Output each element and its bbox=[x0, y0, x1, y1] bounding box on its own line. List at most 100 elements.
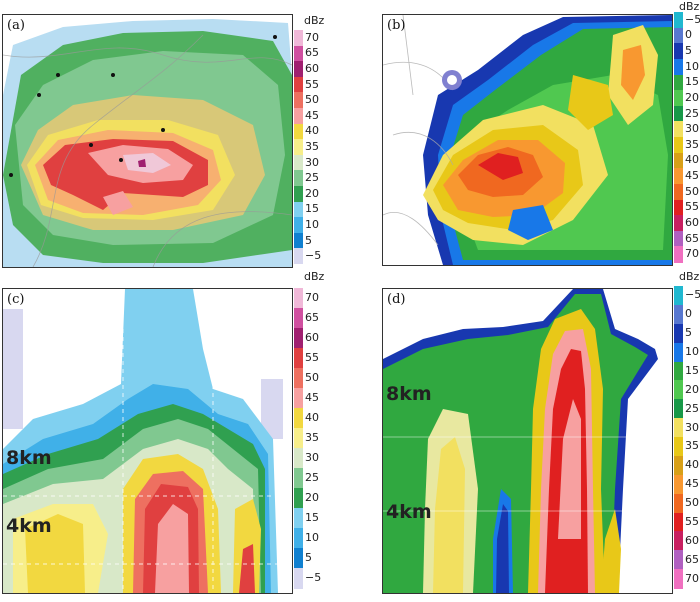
colorbar-a-tick-label: 5 bbox=[305, 233, 312, 247]
colorbar-a-tick-label: 15 bbox=[305, 202, 319, 216]
colorbar-c-tick-label: 45 bbox=[305, 391, 319, 404]
colorbar-b-swatch bbox=[674, 12, 683, 29]
colorbar-a-tick-label: 35 bbox=[305, 140, 319, 153]
colorbar-d-tick-label: 15 bbox=[685, 363, 699, 377]
panel-c-height-4km: 4km bbox=[6, 515, 52, 537]
colorbar-c-tick-label: 5 bbox=[305, 551, 312, 564]
colorbar-b-swatch bbox=[674, 43, 683, 60]
colorbar-d-unit: dBz bbox=[679, 270, 700, 283]
colorbar-a-tick-label: 65 bbox=[305, 46, 319, 60]
colorbar-d-swatch bbox=[674, 512, 683, 532]
colorbar-c-tick-label: 40 bbox=[305, 411, 319, 424]
colorbar-b-tick-label: 20 bbox=[685, 90, 699, 104]
panel-c-vertical-section: (c) 8km 4km bbox=[2, 288, 293, 594]
colorbar-d-tick-label: 30 bbox=[685, 420, 699, 434]
colorbar-c-tick-label: 60 bbox=[305, 331, 319, 344]
colorbar-d-swatch bbox=[674, 493, 683, 513]
colorbar-c-swatch bbox=[294, 508, 303, 529]
colorbar-a-tick-label: 50 bbox=[305, 93, 319, 107]
colorbar-a-unit: dBz bbox=[304, 14, 325, 27]
colorbar-c-tick-label: 25 bbox=[305, 471, 319, 484]
colorbar-d-tick-label: 20 bbox=[685, 382, 699, 396]
colorbar-d-swatch bbox=[674, 399, 683, 419]
colorbar-c-swatch bbox=[294, 388, 303, 409]
colorbar-d-tick-label: 60 bbox=[685, 533, 699, 547]
colorbar-c-swatch bbox=[294, 368, 303, 389]
colorbar-c-tick-label: 55 bbox=[305, 351, 319, 364]
colorbar-d-swatch bbox=[674, 286, 683, 306]
colorbar-d-tick-label: 0 bbox=[685, 307, 692, 321]
colorbar-b-swatch bbox=[674, 137, 683, 154]
colorbar-a-tick-label: 60 bbox=[305, 62, 319, 75]
colorbar-a-tick-label: 25 bbox=[305, 171, 319, 185]
colorbar-b-tick-label: 0 bbox=[685, 28, 692, 42]
colorbar-a-tick-label: 70 bbox=[305, 30, 319, 44]
panel-b-radar-image bbox=[383, 15, 672, 265]
colorbar-a-tick-label: −5 bbox=[305, 249, 322, 263]
colorbar-a-tick-label: 20 bbox=[305, 186, 319, 200]
panel-b-reflectivity-map: (b) bbox=[382, 14, 673, 266]
colorbar-b-swatch bbox=[674, 183, 683, 200]
colorbar-a-swatch bbox=[294, 92, 303, 109]
colorbar-a-swatch bbox=[294, 76, 303, 93]
colorbar-b-swatch bbox=[674, 230, 683, 247]
colorbar-b-tick-label: 45 bbox=[685, 169, 699, 183]
colorbar-d-tick-label: 10 bbox=[685, 345, 699, 359]
panel-d-height-8km: 8km bbox=[386, 383, 432, 405]
panel-d-vertical-section: (d) 8km 4km bbox=[382, 288, 673, 594]
colorbar-d-tick-label: 55 bbox=[685, 514, 699, 528]
colorbar-b-tick-label: 70 bbox=[685, 247, 699, 261]
panel-b-label: (b) bbox=[387, 18, 406, 33]
panel-a-radar-image bbox=[3, 15, 292, 267]
colorbar-b-tick-label: 30 bbox=[685, 122, 699, 136]
colorbar-c-swatch bbox=[294, 408, 303, 429]
colorbar-b-swatch bbox=[674, 152, 683, 169]
colorbar-b-tick-label: 65 bbox=[685, 231, 699, 245]
colorbar-c-tick-label: 70 bbox=[305, 291, 319, 304]
colorbar-b-tick-label: 10 bbox=[685, 59, 699, 73]
colorbar-a-swatch bbox=[294, 232, 303, 249]
colorbar-d-swatch bbox=[674, 380, 683, 400]
colorbar-d-swatch bbox=[674, 342, 683, 362]
colorbar-d-tick-label: 25 bbox=[685, 401, 699, 415]
colorbar-b-swatch bbox=[674, 27, 683, 44]
panel-d-label: (d) bbox=[387, 292, 406, 307]
colorbar-a: dBz 70 65 60 55 50 45 40 35 30 25 20 15 10 5 −5 bbox=[294, 14, 325, 266]
colorbar-d-swatch bbox=[674, 569, 683, 589]
colorbar-b-tick-label: 50 bbox=[685, 184, 699, 198]
colorbar-c-tick-label: 65 bbox=[305, 311, 319, 324]
colorbar-b-tick-label: 15 bbox=[685, 75, 699, 89]
colorbar-c-swatch bbox=[294, 468, 303, 489]
colorbar-b: dBz −5 0 5 10 15 20 25 30 35 40 45 50 55 60 65 70 bbox=[674, 0, 700, 270]
colorbar-c-unit: dBz bbox=[304, 270, 325, 283]
colorbar-c-tick-label: 50 bbox=[305, 371, 319, 384]
colorbar-c-swatch bbox=[294, 568, 303, 589]
colorbar-d-tick-label: −5 bbox=[685, 288, 700, 302]
colorbar-a-swatch bbox=[294, 45, 303, 62]
colorbar-b-unit: dBz bbox=[679, 0, 700, 13]
colorbar-c-swatch bbox=[294, 548, 303, 569]
colorbar-c-tick-label: 20 bbox=[305, 491, 319, 504]
colorbar-a-swatch bbox=[294, 108, 303, 125]
colorbar-a-tick-label: 40 bbox=[305, 124, 319, 138]
colorbar-a-tick-label: 10 bbox=[305, 218, 319, 231]
colorbar-a-swatch bbox=[294, 139, 303, 156]
colorbar-c-tick-label: 10 bbox=[305, 531, 319, 544]
panel-a-reflectivity-map: (a) bbox=[2, 14, 293, 268]
colorbar-b-swatch bbox=[674, 246, 683, 263]
panel-c-height-8km: 8km bbox=[6, 447, 52, 469]
colorbar-b-swatch bbox=[674, 168, 683, 185]
colorbar-b-swatch bbox=[674, 215, 683, 232]
colorbar-d-tick-label: 65 bbox=[685, 552, 699, 566]
colorbar-d-swatch bbox=[674, 323, 683, 344]
colorbar-c-swatch bbox=[294, 288, 303, 309]
panel-d-height-4km: 4km bbox=[386, 501, 432, 523]
panel-c-radar-image bbox=[3, 289, 292, 593]
colorbar-c-tick-label: 35 bbox=[305, 431, 319, 444]
colorbar-a-swatch bbox=[294, 217, 303, 234]
colorbar-b-tick-label: 25 bbox=[685, 106, 699, 120]
colorbar-c-swatch bbox=[294, 328, 303, 349]
panel-d-radar-image bbox=[383, 289, 672, 593]
colorbar-d-swatch bbox=[674, 418, 683, 438]
colorbar-a-tick-label: 55 bbox=[305, 77, 319, 91]
